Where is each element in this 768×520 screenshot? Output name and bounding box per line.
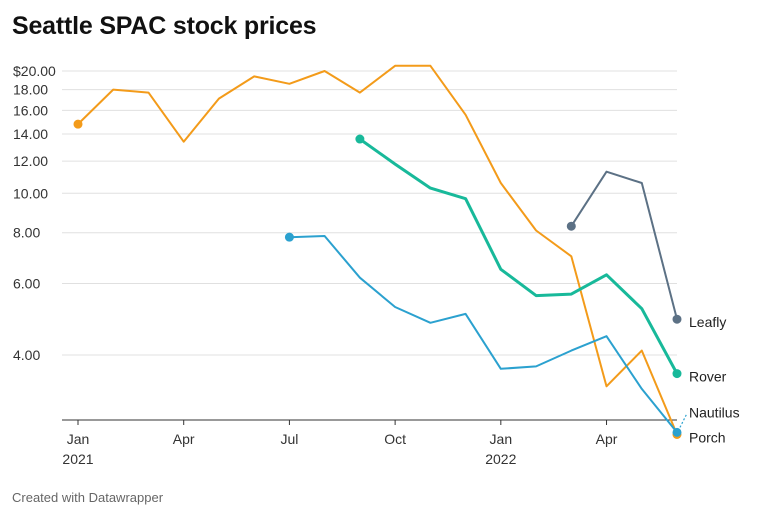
nautilus-series-label: Nautilus (689, 404, 740, 420)
nautilus-series-line (288, 235, 678, 434)
series-labels: Porch Rover Nautilus Leafly (679, 314, 740, 445)
chart-title: Seattle SPAC stock prices (12, 12, 317, 40)
y-tick-label: 4.00 (13, 347, 40, 363)
y-tick-label: 16.00 (13, 102, 48, 118)
porch-start-point (73, 119, 83, 129)
x-tick-label: Apr (173, 431, 195, 447)
y-tick-label: 10.00 (13, 185, 48, 201)
x-tick-label: Jul (280, 431, 298, 447)
x-tick-label: Jan (67, 431, 90, 447)
leafly-series-line (570, 170, 678, 321)
rover-start-point (355, 134, 365, 144)
x-tick-label: Oct (384, 431, 406, 447)
x-axis-ticks: Jan 2021 Apr Jul Oct Jan 2022 Apr (62, 420, 618, 467)
nautilus-label-leader (679, 413, 688, 428)
x-tick-year-label: 2022 (485, 451, 516, 467)
rover-end-point (672, 369, 682, 379)
leafly-series-label: Leafly (689, 314, 726, 330)
y-tick-label: 8.00 (13, 225, 40, 241)
y-gridlines (62, 70, 677, 356)
y-tick-label: 6.00 (13, 275, 40, 291)
y-tick-label: 18.00 (13, 82, 48, 98)
y-axis-ticks: $20.00 18.00 16.00 14.00 12.00 10.00 8.00 6.00 4… (13, 63, 56, 363)
rover-series-label: Rover (689, 369, 727, 385)
leafly-end-point (672, 314, 682, 324)
rover-series-line (358, 137, 679, 376)
y-tick-label: 12.00 (13, 153, 48, 169)
nautilus-start-point (284, 232, 294, 242)
y-tick-label: $20.00 (13, 63, 56, 79)
x-tick-label: Jan (490, 431, 513, 447)
leafly-start-point (566, 221, 576, 231)
credit-footer: Created with Datawrapper (12, 490, 164, 505)
porch-series-label: Porch (689, 429, 726, 445)
porch-series-line (77, 64, 678, 436)
nautilus-end-point (672, 427, 682, 437)
x-tick-year-label: 2021 (62, 451, 93, 467)
x-tick-label: Apr (596, 431, 618, 447)
series-lines (73, 64, 682, 439)
y-tick-label: 14.00 (13, 126, 48, 142)
